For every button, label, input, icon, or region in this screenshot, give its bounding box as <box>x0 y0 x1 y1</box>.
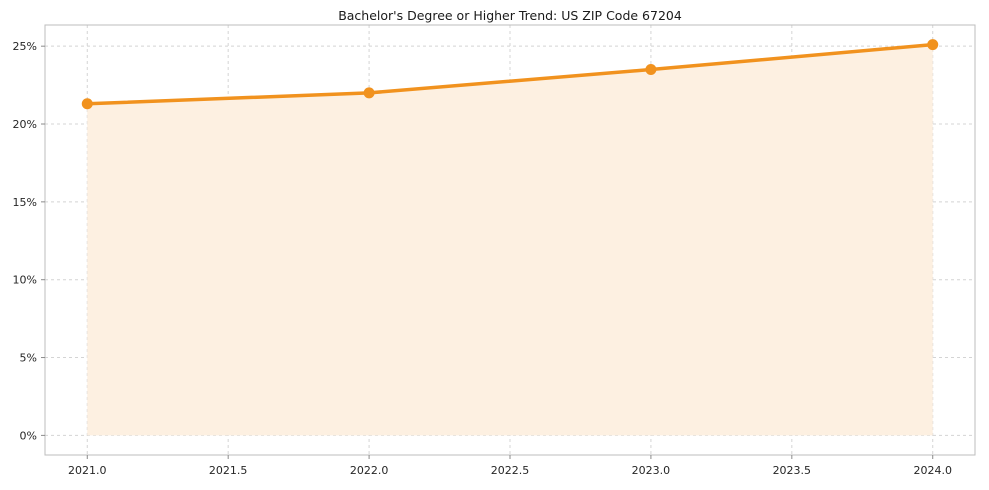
area-fill <box>87 44 933 436</box>
x-tick-label: 2021.0 <box>68 464 107 477</box>
x-tick-label: 2024.0 <box>913 464 952 477</box>
y-tick-label: 10% <box>13 274 37 287</box>
y-tick-label: 20% <box>13 118 37 131</box>
chart-title: Bachelor's Degree or Higher Trend: US ZI… <box>338 8 682 23</box>
x-tick-label: 2021.5 <box>209 464 248 477</box>
data-point <box>645 64 657 76</box>
y-tick-label: 5% <box>20 352 37 365</box>
x-tick-label: 2022.0 <box>350 464 389 477</box>
y-tick-label: 25% <box>13 40 37 53</box>
x-tick-label: 2023.0 <box>632 464 671 477</box>
y-tick-label: 15% <box>13 196 37 209</box>
x-tick-label: 2022.5 <box>491 464 530 477</box>
data-point <box>363 87 375 99</box>
x-tick-label: 2023.5 <box>773 464 812 477</box>
data-point <box>927 39 939 51</box>
y-tick-label: 0% <box>20 429 37 442</box>
trend-line <box>85 42 935 106</box>
data-point <box>81 98 93 110</box>
